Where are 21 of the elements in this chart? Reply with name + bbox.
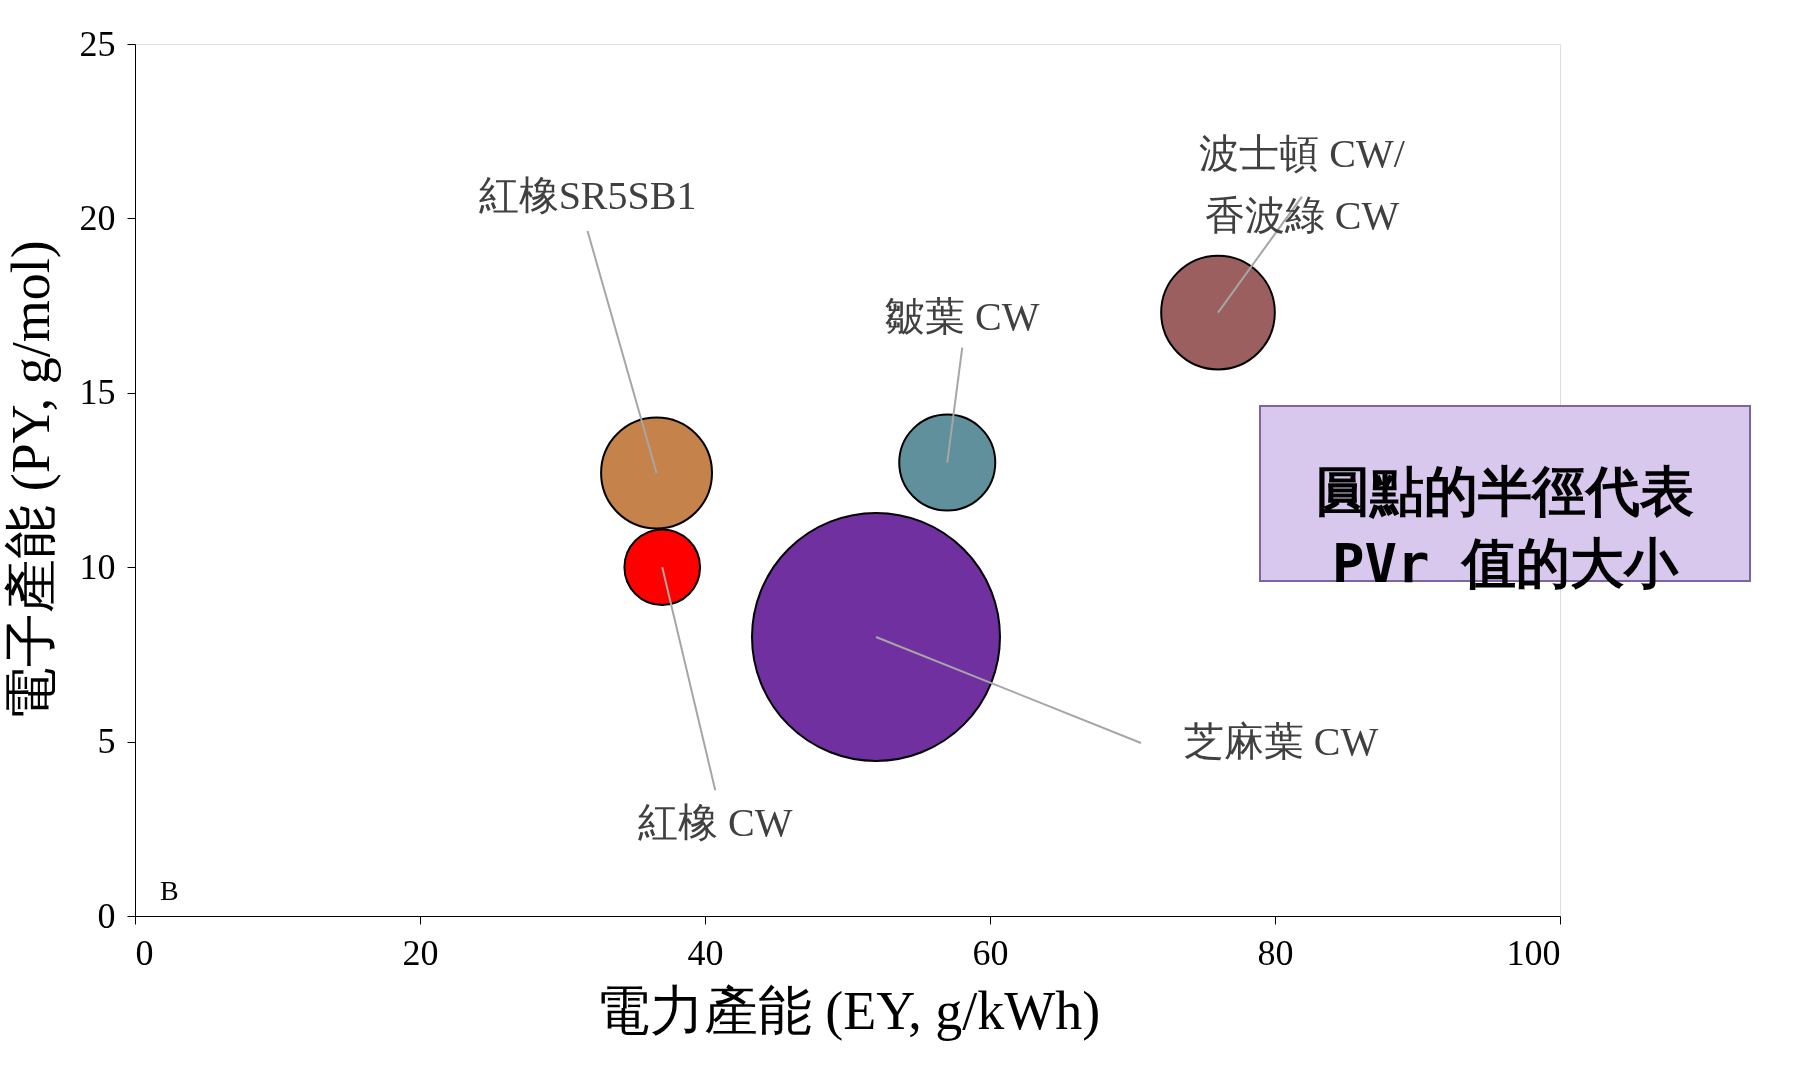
- x-axis-title: 電力產能 (EY, g/kWh): [595, 980, 1101, 1041]
- x-tick-label: 100: [1506, 932, 1561, 973]
- y-tick-label: 25: [79, 23, 116, 64]
- text: 皺葉 CW: [885, 293, 1040, 339]
- annotation: B: [160, 875, 179, 906]
- y-tick-label: 10: [79, 546, 116, 587]
- y-tick-label: 15: [79, 372, 116, 413]
- text: 紅橡 CW: [638, 800, 793, 846]
- y-tick-label: 0: [97, 895, 116, 936]
- series-label: 波士頓 CW/ 香波綠 CW: [1199, 130, 1406, 238]
- x-tick-label: 60: [972, 932, 1009, 973]
- y-tick-label: 20: [79, 197, 116, 238]
- x-tick-label: 0: [135, 932, 154, 973]
- x-tick-label: 80: [1257, 932, 1294, 973]
- text: 芝麻葉 CW: [1183, 718, 1379, 764]
- y-tick-label: 5: [97, 721, 116, 762]
- x-tick-label: 20: [402, 932, 439, 973]
- text: 紅橡SR5SB1: [478, 173, 697, 219]
- y-axis-title: 電子產能 (PY, g/mol): [0, 240, 61, 721]
- x-tick-label: 40: [687, 932, 724, 973]
- annotation: 圓點的半徑代表 PVr 值的大小: [1316, 459, 1694, 595]
